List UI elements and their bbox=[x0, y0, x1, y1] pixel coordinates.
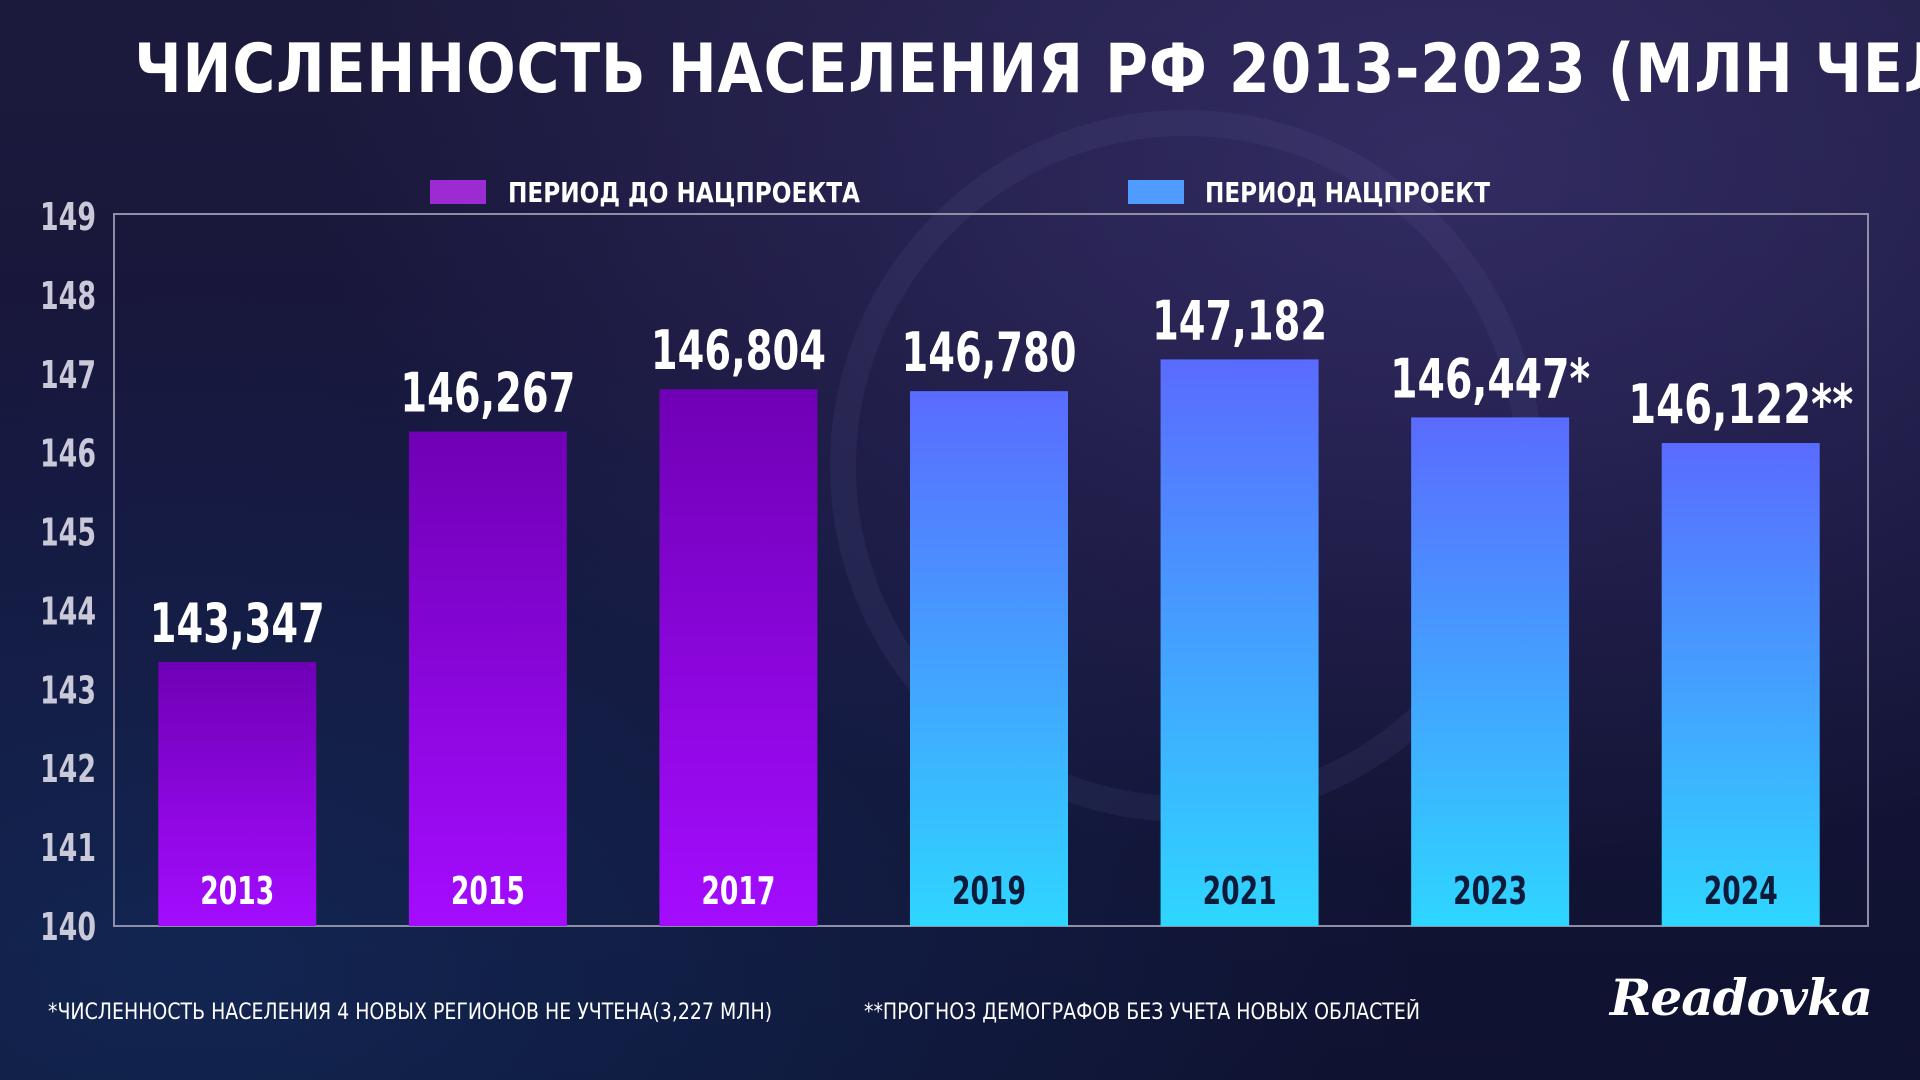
legend-label-project: ПЕРИОД НАЦПРОЕКТ bbox=[1205, 176, 1490, 209]
bar-value-label: 146,267 bbox=[400, 362, 575, 425]
y-tick-label: 147 bbox=[40, 353, 96, 397]
bar-value-label: 146,122** bbox=[1628, 373, 1853, 436]
y-tick-label: 146 bbox=[40, 432, 96, 476]
y-tick-label: 142 bbox=[40, 747, 96, 791]
bar-value-label: 146,780 bbox=[902, 321, 1077, 384]
y-tick-label: 148 bbox=[40, 274, 96, 318]
legend-swatch-before bbox=[430, 180, 486, 204]
y-tick-label: 141 bbox=[40, 826, 96, 870]
bar-2015 bbox=[408, 431, 567, 926]
x-tick-label: 2024 bbox=[1704, 869, 1778, 913]
chart-title: ЧИСЛЕННОСТЬ НАСЕЛЕНИЯ РФ 2013-2023 (МЛН … bbox=[134, 30, 1920, 109]
y-tick-label: 143 bbox=[40, 668, 96, 712]
y-axis: 140 141 142 143 144 145 146 147 148 149 bbox=[40, 195, 96, 949]
bar-2013 bbox=[158, 661, 317, 926]
x-tick-label: 2023 bbox=[1453, 869, 1527, 913]
legend-label-before: ПЕРИОД ДО НАЦПРОЕКТА bbox=[508, 176, 860, 209]
footnote-2: **ПРОГНОЗ ДЕМОГРАФОВ БЕЗ УЧЕТА НОВЫХ ОБЛ… bbox=[864, 1000, 1421, 1025]
legend: ПЕРИОД ДО НАЦПРОЕКТА ПЕРИОД НАЦПРОЕКТ bbox=[430, 176, 1490, 209]
x-tick-label: 2013 bbox=[200, 869, 274, 913]
bar-value-label: 146,804 bbox=[651, 319, 826, 382]
bar-value-label: 143,347 bbox=[150, 592, 325, 655]
bar-2024 bbox=[1661, 443, 1820, 926]
bar-2023 bbox=[1411, 417, 1570, 926]
bar-2017 bbox=[659, 389, 818, 926]
x-tick-label: 2015 bbox=[451, 869, 525, 913]
y-tick-label: 149 bbox=[40, 195, 96, 239]
y-tick-label: 144 bbox=[40, 589, 96, 633]
x-tick-label: 2021 bbox=[1203, 869, 1277, 913]
bars: 143,347 2013 146,267 2015 146,804 2017 146,780… bbox=[150, 289, 1853, 927]
bar-2019 bbox=[910, 391, 1068, 927]
x-tick-label: 2017 bbox=[701, 869, 775, 913]
y-tick-label: 145 bbox=[40, 511, 96, 555]
y-tick-label: 140 bbox=[40, 905, 96, 949]
legend-swatch-project bbox=[1128, 180, 1184, 204]
bar-2021 bbox=[1160, 359, 1319, 926]
x-tick-label: 2019 bbox=[952, 869, 1026, 913]
readovka-logo: Readovka bbox=[1609, 968, 1873, 1027]
bar-value-label: 147,182 bbox=[1152, 289, 1327, 352]
footnote-1: *ЧИСЛЕННОСТЬ НАСЕЛЕНИЯ 4 НОВЫХ РЕГИОНОВ … bbox=[48, 1000, 773, 1025]
bar-value-label: 146,447* bbox=[1390, 347, 1590, 410]
